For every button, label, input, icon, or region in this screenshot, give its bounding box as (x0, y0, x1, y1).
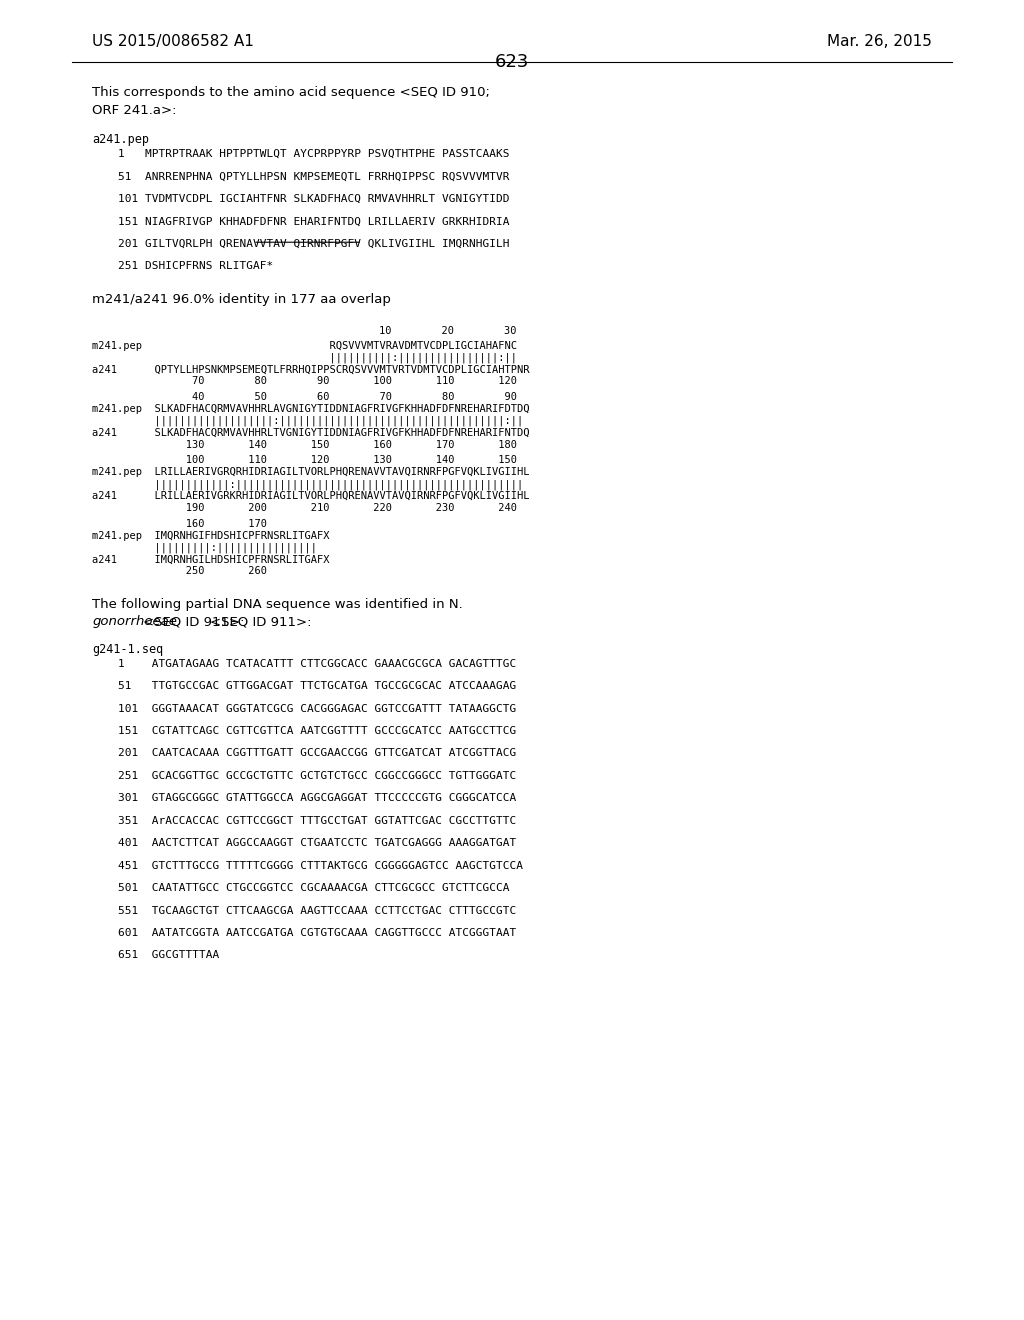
Text: 251  GCACGGTTGC GCCGCTGTTC GCTGTCTGCC CGGCCGGGCC TGTTGGGATC: 251 GCACGGTTGC GCCGCTGTTC GCTGTCTGCC CGG… (118, 771, 516, 781)
Text: 10        20        30: 10 20 30 (379, 326, 516, 337)
Text: 40        50        60        70        80        90: 40 50 60 70 80 90 (92, 392, 517, 403)
Text: a241      LRILLAERIVGRKRHIDRIAGILTVORLPHQRENAVVTAVQIRNRFPGFVQKLIVGIIHL: a241 LRILLAERIVGRKRHIDRIAGILTVORLPHQRENA… (92, 491, 529, 502)
Text: 101  GGGTAAACAT GGGTATCGCG CACGGGAGAC GGTCCGATTT TATAAGGCTG: 101 GGGTAAACAT GGGTATCGCG CACGGGAGAC GGT… (118, 704, 516, 714)
Text: 201 GILTVQRLPH QRENAVVTAV QIRNRFPGFV QKLIVGIIHL IMQRNHGILH: 201 GILTVQRLPH QRENAVVTAV QIRNRFPGFV QKL… (118, 239, 509, 249)
Text: 251 DSHICPFRNS RLITGAF*: 251 DSHICPFRNS RLITGAF* (118, 261, 273, 272)
Text: <SEQ ID 911>:: <SEQ ID 911>: (210, 615, 311, 628)
Text: 601  AATATCGGTA AATCCGATGA CGTGTGCAAA CAGGTTGCCC ATCGGGTAAT: 601 AATATCGGTA AATCCGATGA CGTGTGCAAA CAG… (118, 928, 516, 939)
Text: m241.pep  IMQRNHGIFHDSHICPFRNSRLITGAFX: m241.pep IMQRNHGIFHDSHICPFRNSRLITGAFX (92, 531, 330, 541)
Text: m241.pep  LRILLAERIVGRQRHIDRIAGILTVORLPHQRENAVVTAVQIRNRFPGFVQKLIVGIIHL: m241.pep LRILLAERIVGRQRHIDRIAGILTVORLPHQ… (92, 467, 529, 478)
Text: |||||||||||||||||||:||||||||||||||||||||||||||||||||||||:||: |||||||||||||||||||:||||||||||||||||||||… (92, 416, 523, 426)
Text: This corresponds to the amino acid sequence <SEQ ID 910;: This corresponds to the amino acid seque… (92, 86, 490, 99)
Text: a241      QPTYLLHPSNKMPSEMEQTLFRRHQIPPSCRQSVVVMTVRTVDMTVCDPLIGCIAHTPNR: a241 QPTYLLHPSNKMPSEMEQTLFRRHQIPPSCRQSVV… (92, 364, 529, 375)
Text: 51   TTGTGCCGAC GTTGGACGAT TTCTGCATGA TGCCGCGCAC ATCCAAAGAG: 51 TTGTGCCGAC GTTGGACGAT TTCTGCATGA TGCC… (118, 681, 516, 692)
Text: m241.pep                              RQSVVVMTVRAVDMTVCDPLIGCIAHAFNC: m241.pep RQSVVVMTVRAVDMTVCDPLIGCIAHAFNC (92, 341, 517, 351)
Text: g241-1.seq: g241-1.seq (92, 643, 164, 656)
Text: 451  GTCTTTGCCG TTTTTCGGGG CTTTAKTGCG CGGGGGAGTCC AAGCTGTCCA: 451 GTCTTTGCCG TTTTTCGGGG CTTTAKTGCG CGG… (118, 861, 523, 871)
Text: 401  AACTCTTCAT AGGCCAAGGT CTGAATCCTC TGATCGAGGG AAAGGATGAT: 401 AACTCTTCAT AGGCCAAGGT CTGAATCCTC TGA… (118, 838, 516, 849)
Text: 51  ANRRENPHNA QPTYLLHPSN KMPSEMEQTL FRRHQIPPSC RQSVVVMTVR: 51 ANRRENPHNA QPTYLLHPSN KMPSEMEQTL FRRH… (118, 172, 509, 182)
Text: 160       170: 160 170 (92, 519, 267, 529)
Text: ORF 241.a>:: ORF 241.a>: (92, 104, 177, 117)
Text: 130       140       150       160       170       180: 130 140 150 160 170 180 (92, 440, 517, 450)
Text: a241.pep: a241.pep (92, 133, 150, 147)
Text: a241      IMQRNHGILHDSHICPFRNSRLITGAFX: a241 IMQRNHGILHDSHICPFRNSRLITGAFX (92, 554, 330, 565)
Text: 623: 623 (495, 53, 529, 71)
Text: gonorrhoeae: gonorrhoeae (92, 615, 177, 628)
Text: m241/a241 96.0% identity in 177 aa overlap: m241/a241 96.0% identity in 177 aa overl… (92, 293, 391, 306)
Text: m241.pep  SLKADFHACQRMVAVHHRLAVGNIGYTIDDNIAGFRIVGFKHHADFDFNREHARIFDTDQ: m241.pep SLKADFHACQRMVAVHHRLAVGNIGYTIDDN… (92, 404, 529, 414)
Text: ||||||||||:||||||||||||||||:||: ||||||||||:||||||||||||||||:|| (92, 352, 517, 363)
Text: |||||||||:||||||||||||||||: |||||||||:|||||||||||||||| (92, 543, 317, 553)
Text: <SEQ ID 911>:: <SEQ ID 911>: (92, 615, 245, 628)
Text: 101 TVDMTVCDPL IGCIAHTFNR SLKADFHACQ RMVAVHHRLT VGNIGYTIDD: 101 TVDMTVCDPL IGCIAHTFNR SLKADFHACQ RMV… (118, 194, 509, 205)
Text: 70        80        90       100       110       120: 70 80 90 100 110 120 (92, 376, 517, 387)
Text: 151  CGTATTCAGC CGTTCGTTCA AATCGGTTTT GCCCGCATCC AATGCCTTCG: 151 CGTATTCAGC CGTTCGTTCA AATCGGTTTT GCC… (118, 726, 516, 737)
Text: 351  ArACCACCAC CGTTCCGGCT TTTGCCTGAT GGTATTCGAC CGCCTTGTTC: 351 ArACCACCAC CGTTCCGGCT TTTGCCTGAT GGT… (118, 816, 516, 826)
Text: Mar. 26, 2015: Mar. 26, 2015 (827, 34, 932, 49)
Text: 100       110       120       130       140       150: 100 110 120 130 140 150 (92, 455, 517, 466)
Text: 190       200       210       220       230       240: 190 200 210 220 230 240 (92, 503, 517, 513)
Text: US 2015/0086582 A1: US 2015/0086582 A1 (92, 34, 254, 49)
Text: 1   MPTRPTRAAK HPTPPTWLQT AYCPRPPYRP PSVQTHTPHE PASSTCAAKS: 1 MPTRPTRAAK HPTPPTWLQT AYCPRPPYRP PSVQT… (118, 149, 509, 160)
Text: 301  GTAGGCGGGC GTATTGGCCA AGGCGAGGAT TTCCCCCGTG CGGGCATCCA: 301 GTAGGCGGGC GTATTGGCCA AGGCGAGGAT TTC… (118, 793, 516, 804)
Text: ||||||||||||:||||||||||||||||||||||||||||||||||||||||||||||: ||||||||||||:|||||||||||||||||||||||||||… (92, 479, 523, 490)
Text: 250       260: 250 260 (92, 566, 267, 577)
Text: The following partial DNA sequence was identified in N.: The following partial DNA sequence was i… (92, 598, 463, 611)
Text: 651  GGCGTTTTAA: 651 GGCGTTTTAA (118, 950, 219, 961)
Text: a241      SLKADFHACQRMVAVHHRLTVGNIGYTIDDNIAGFRIVGFKHHADFDFNREHARIFNTDQ: a241 SLKADFHACQRMVAVHHRLTVGNIGYTIDDNIAGF… (92, 428, 529, 438)
Text: 201  CAATCACAAA CGGTTTGATT GCCGAACCGG GTTCGATCAT ATCGGTTACG: 201 CAATCACAAA CGGTTTGATT GCCGAACCGG GTT… (118, 748, 516, 759)
Text: 151 NIAGFRIVGP KHHADFDFNR EHARIFNTDQ LRILLAERIV GRKRHIDRIA: 151 NIAGFRIVGP KHHADFDFNR EHARIFNTDQ LRI… (118, 216, 509, 227)
Text: 551  TGCAAGCTGT CTTCAAGCGA AAGTTCCAAA CCTTCCTGAC CTTTGCCGTC: 551 TGCAAGCTGT CTTCAAGCGA AAGTTCCAAA CCT… (118, 906, 516, 916)
Text: 501  CAATATTGCC CTGCCGGTCC CGCAAAACGA CTTCGCGCC GTCTTCGCCA: 501 CAATATTGCC CTGCCGGTCC CGCAAAACGA CTT… (118, 883, 509, 894)
Text: 1    ATGATAGAAG TCATACATTT CTTCGGCACC GAAACGCGCA GACAGTTTGC: 1 ATGATAGAAG TCATACATTT CTTCGGCACC GAAAC… (118, 659, 516, 669)
